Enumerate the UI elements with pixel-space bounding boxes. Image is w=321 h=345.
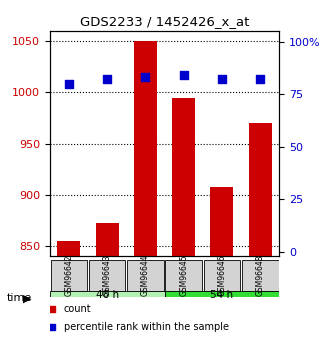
Text: GSM96645: GSM96645 bbox=[179, 255, 188, 296]
Text: count: count bbox=[64, 304, 91, 314]
Text: GSM96642: GSM96642 bbox=[65, 255, 74, 296]
FancyBboxPatch shape bbox=[204, 260, 240, 291]
Bar bbox=[134, 41, 157, 256]
Point bbox=[66, 81, 72, 86]
Text: ▶: ▶ bbox=[22, 294, 31, 303]
FancyBboxPatch shape bbox=[164, 292, 279, 299]
Bar bbox=[172, 98, 195, 256]
Point bbox=[257, 77, 263, 82]
Text: GSM96644: GSM96644 bbox=[141, 255, 150, 296]
Point bbox=[143, 75, 148, 80]
FancyBboxPatch shape bbox=[127, 260, 164, 291]
FancyBboxPatch shape bbox=[50, 292, 164, 299]
FancyBboxPatch shape bbox=[165, 260, 202, 291]
FancyBboxPatch shape bbox=[242, 260, 279, 291]
Text: 54 h: 54 h bbox=[210, 290, 233, 300]
Bar bbox=[249, 123, 272, 256]
Text: GSM96648: GSM96648 bbox=[256, 255, 265, 296]
Bar bbox=[96, 224, 119, 256]
Bar bbox=[211, 187, 233, 256]
Point bbox=[49, 306, 55, 312]
Point bbox=[49, 324, 55, 329]
Text: time: time bbox=[6, 294, 32, 303]
FancyBboxPatch shape bbox=[89, 260, 126, 291]
Title: GDS2233 / 1452426_x_at: GDS2233 / 1452426_x_at bbox=[80, 16, 249, 29]
Point bbox=[219, 77, 224, 82]
Text: GSM96646: GSM96646 bbox=[217, 255, 226, 296]
Point bbox=[105, 77, 110, 82]
FancyBboxPatch shape bbox=[50, 260, 87, 291]
Point bbox=[181, 72, 186, 78]
Text: GSM96643: GSM96643 bbox=[103, 255, 112, 296]
Bar bbox=[57, 241, 80, 256]
Text: 46 h: 46 h bbox=[96, 290, 119, 300]
Text: percentile rank within the sample: percentile rank within the sample bbox=[64, 322, 229, 332]
